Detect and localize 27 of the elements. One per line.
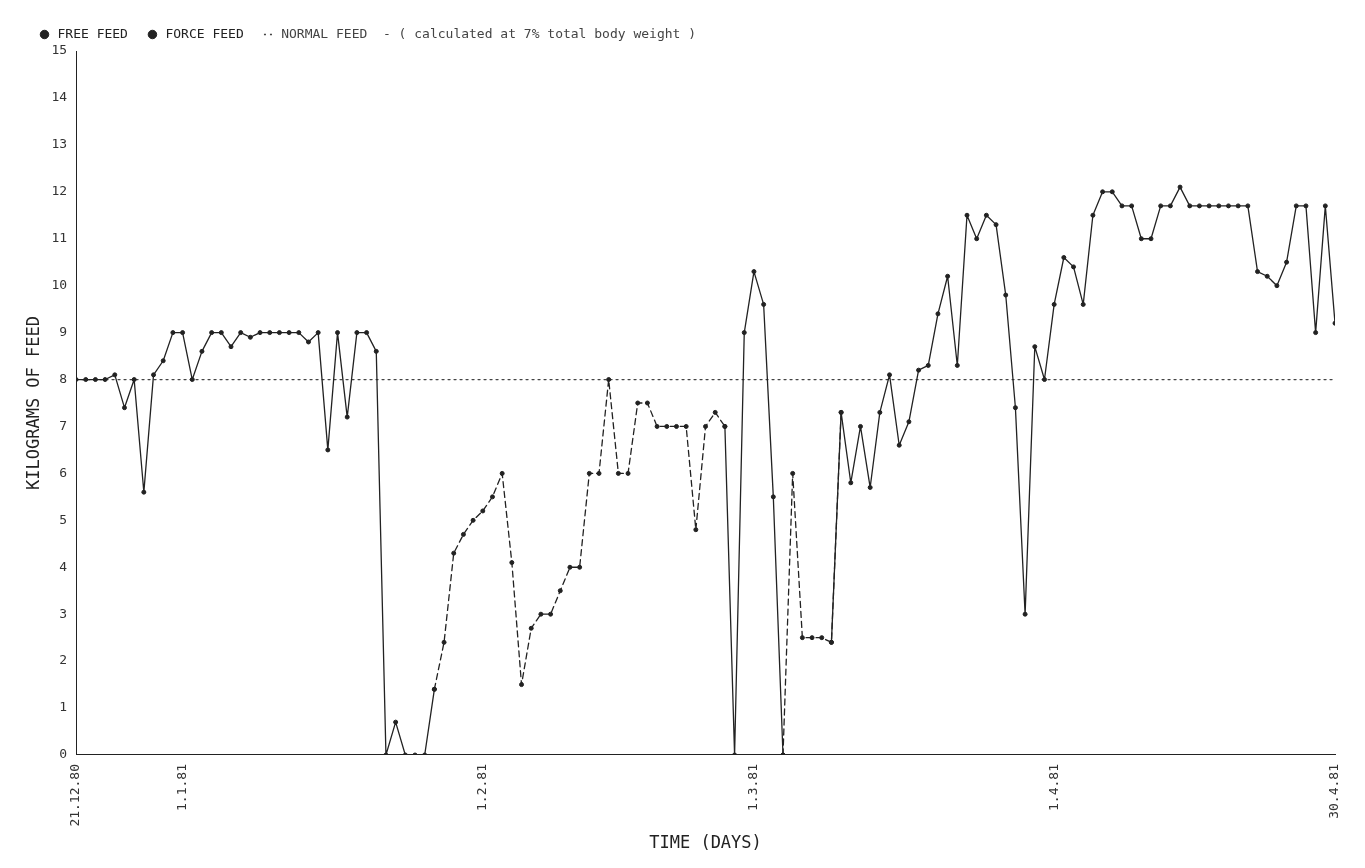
y-tick-label: 4: [59, 558, 68, 574]
y-tick-label: 12: [51, 183, 68, 199]
x-tick-label: 1.2.81: [474, 763, 490, 811]
x-tick-label: 1.4.81: [1045, 763, 1061, 811]
y-tick-label: 15: [51, 42, 68, 58]
legend-label: NORMAL FEED - ( calculated at 7% total body weight ): [281, 25, 697, 41]
y-tick-label: 10: [51, 277, 68, 293]
y-tick-label: 6: [59, 464, 68, 480]
y-tick-label: 2: [59, 652, 68, 668]
y-tick-label: 13: [51, 136, 68, 152]
y-tick-label: 11: [51, 230, 68, 246]
y-tick-label: 9: [59, 323, 68, 339]
y-tick-label: 14: [51, 89, 68, 105]
y-tick-label: 0: [59, 746, 68, 762]
x-tick-label: 21.12.80: [67, 763, 83, 827]
x-tick-label: 1.3.81: [745, 763, 761, 811]
y-tick-label: 1: [59, 699, 68, 715]
y-tick-label: 7: [59, 417, 68, 433]
x-tick-label: 1.1.81: [173, 763, 189, 811]
y-tick-label: 5: [59, 511, 68, 527]
y-tick-label: 3: [59, 605, 68, 621]
x-tick-label: 30.4.81: [1326, 763, 1342, 819]
y-tick-label: 8: [59, 370, 68, 386]
y-axis-title: KILOGRAMS OF FEED: [22, 315, 43, 490]
legend-label: FREE FEED: [57, 25, 129, 41]
legend-label: FORCE FEED: [165, 25, 244, 41]
x-axis-title: TIME (DAYS): [649, 832, 762, 853]
